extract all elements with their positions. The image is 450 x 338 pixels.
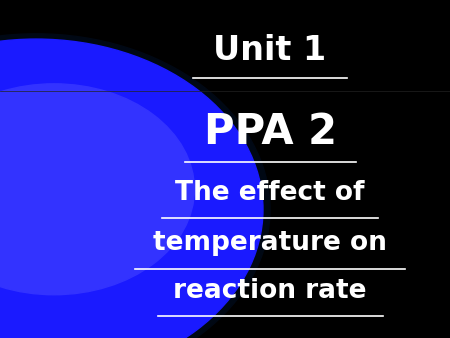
Circle shape: [0, 34, 270, 338]
Text: The effect of: The effect of: [175, 180, 365, 206]
Text: PPA 2: PPA 2: [203, 111, 337, 153]
Text: temperature on: temperature on: [153, 231, 387, 256]
Text: reaction rate: reaction rate: [173, 278, 367, 304]
Circle shape: [0, 84, 194, 295]
Circle shape: [0, 39, 263, 338]
Text: Unit 1: Unit 1: [213, 34, 327, 67]
